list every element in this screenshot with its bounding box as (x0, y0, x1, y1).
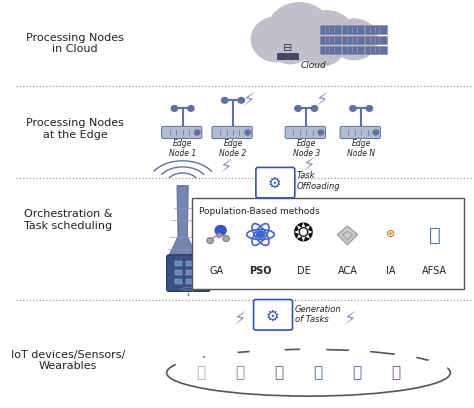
FancyBboxPatch shape (340, 126, 381, 139)
Text: ACA: ACA (337, 266, 357, 276)
Circle shape (188, 106, 194, 111)
Text: ⚡: ⚡ (243, 91, 255, 109)
FancyBboxPatch shape (342, 35, 364, 44)
Circle shape (250, 339, 285, 370)
FancyBboxPatch shape (319, 25, 341, 33)
Text: ⚡: ⚡ (302, 156, 315, 174)
FancyBboxPatch shape (365, 25, 387, 33)
Text: ⊟: ⊟ (283, 43, 292, 53)
Text: Generation
of Tasks: Generation of Tasks (295, 305, 341, 324)
Circle shape (366, 106, 373, 111)
Circle shape (393, 350, 416, 371)
Circle shape (318, 130, 324, 135)
Circle shape (256, 231, 264, 238)
FancyBboxPatch shape (175, 261, 182, 266)
Polygon shape (167, 186, 199, 261)
FancyBboxPatch shape (319, 46, 341, 54)
Text: 🐟: 🐟 (428, 226, 440, 245)
Text: Edge
Node 2: Edge Node 2 (219, 139, 246, 158)
FancyBboxPatch shape (288, 53, 298, 59)
Circle shape (300, 11, 354, 60)
FancyBboxPatch shape (162, 126, 202, 139)
Text: IoT devices/Sensors/
Wearables: IoT devices/Sensors/ Wearables (11, 350, 125, 371)
FancyBboxPatch shape (256, 167, 295, 198)
Text: Population-Based methods: Population-Based methods (199, 207, 319, 216)
Text: ❂: ❂ (293, 222, 314, 246)
Circle shape (373, 130, 379, 135)
Text: Edge
Node N: Edge Node N (347, 139, 375, 158)
Text: IA: IA (386, 266, 396, 276)
FancyBboxPatch shape (192, 198, 464, 289)
FancyBboxPatch shape (197, 279, 204, 284)
Text: Orchestration &
Task scheduling: Orchestration & Task scheduling (24, 209, 112, 231)
FancyBboxPatch shape (167, 255, 210, 291)
Circle shape (215, 226, 226, 235)
Circle shape (171, 106, 178, 111)
FancyBboxPatch shape (197, 270, 204, 275)
Circle shape (311, 106, 318, 111)
Circle shape (295, 106, 301, 111)
Text: 📷: 📷 (274, 365, 283, 380)
Text: ⌚: ⌚ (391, 365, 400, 380)
Text: ⚡: ⚡ (220, 158, 232, 176)
Circle shape (245, 130, 250, 135)
FancyBboxPatch shape (197, 261, 204, 266)
FancyBboxPatch shape (365, 46, 387, 54)
FancyBboxPatch shape (277, 53, 287, 59)
Circle shape (270, 27, 311, 64)
Text: GA: GA (210, 266, 224, 276)
Text: ⚙: ⚙ (265, 308, 279, 323)
Circle shape (301, 27, 344, 66)
Text: 🚗: 🚗 (352, 365, 361, 380)
Circle shape (381, 226, 401, 244)
Circle shape (176, 348, 203, 373)
Circle shape (194, 130, 200, 135)
Circle shape (267, 3, 331, 60)
FancyBboxPatch shape (212, 126, 252, 139)
FancyBboxPatch shape (175, 270, 182, 275)
Circle shape (223, 236, 229, 242)
Text: ⊛: ⊛ (386, 229, 396, 239)
Text: Edge
Node 3: Edge Node 3 (292, 139, 320, 158)
Circle shape (331, 19, 377, 60)
Text: ⚡: ⚡ (234, 311, 246, 329)
Text: 📱: 📱 (196, 365, 206, 380)
FancyBboxPatch shape (254, 299, 292, 330)
FancyBboxPatch shape (186, 261, 193, 266)
FancyBboxPatch shape (319, 35, 341, 44)
Text: DE: DE (297, 266, 311, 276)
Circle shape (206, 342, 237, 371)
Text: 🏠: 🏠 (313, 365, 322, 380)
FancyBboxPatch shape (342, 25, 364, 33)
Circle shape (207, 238, 213, 244)
Text: ⚡: ⚡ (343, 311, 356, 329)
Text: Edge
Node 1: Edge Node 1 (169, 139, 196, 158)
Circle shape (427, 358, 447, 376)
Polygon shape (337, 226, 357, 245)
Text: Processing Nodes
in Cloud: Processing Nodes in Cloud (26, 33, 124, 54)
Circle shape (217, 233, 221, 237)
FancyBboxPatch shape (186, 279, 193, 284)
Circle shape (238, 98, 245, 103)
Text: Processing Nodes
at the Edge: Processing Nodes at the Edge (26, 118, 124, 140)
Text: PSO: PSO (249, 266, 272, 276)
Circle shape (251, 17, 301, 62)
Text: 🖥: 🖥 (235, 365, 245, 380)
Text: Cloud: Cloud (300, 61, 326, 70)
Circle shape (299, 344, 328, 370)
Text: ⚙: ⚙ (267, 176, 281, 191)
Ellipse shape (167, 349, 450, 396)
Circle shape (350, 106, 356, 111)
FancyBboxPatch shape (365, 35, 387, 44)
Text: ⚡: ⚡ (316, 91, 328, 109)
Text: AFSA: AFSA (422, 266, 447, 276)
FancyBboxPatch shape (285, 126, 326, 139)
Circle shape (346, 347, 372, 370)
Circle shape (221, 98, 228, 103)
Text: Task
Offloading: Task Offloading (297, 171, 341, 191)
FancyBboxPatch shape (186, 270, 193, 275)
FancyBboxPatch shape (342, 46, 364, 54)
FancyBboxPatch shape (175, 279, 182, 284)
